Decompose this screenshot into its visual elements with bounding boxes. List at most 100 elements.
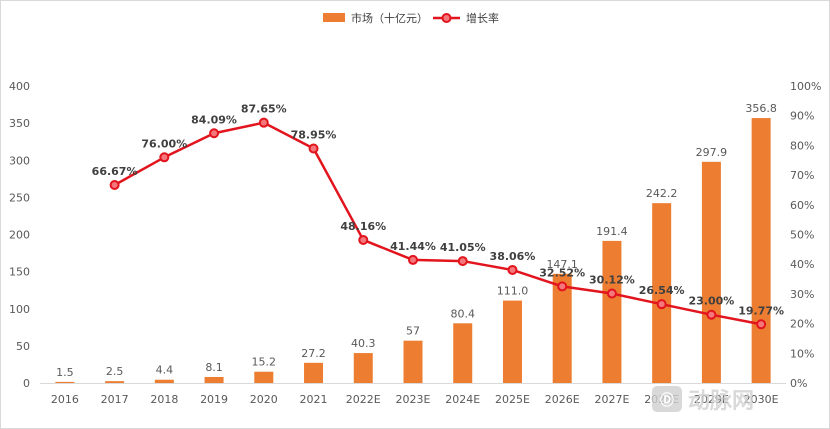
left-tick-label: 100 [9,303,30,316]
x-tick-label: 2030E [744,393,779,406]
bar-value-label: 147.1 [546,258,578,271]
growth-point [159,152,170,163]
bar-value-label: 297.9 [696,146,728,159]
x-tick-label: 2026E [545,393,580,406]
x-tick-label: 2022E [346,393,381,406]
right-tick-label: 0% [790,377,807,390]
bar-value-label: 111.0 [497,285,529,298]
bar [403,340,423,383]
growth-point [756,319,767,330]
right-axis: 0% 10% 20% 30% 40% 50% 60% 70% 80% 90% 100% [790,80,821,390]
bar-value-label: 15.2 [252,356,277,369]
growth-value-label: 26.54% [639,284,685,297]
left-tick-label: 150 [9,266,30,279]
bar-value-label: 191.4 [596,225,628,238]
watermark: Ⓓ 动脉网 [652,386,754,414]
watermark-logo-icon [652,386,682,412]
growth-point [557,281,568,292]
left-tick-label: 300 [9,154,30,167]
growth-value-label: 84.09% [191,113,237,126]
bar-value-label: 80.4 [450,307,475,320]
right-tick-label: 60% [790,199,814,212]
growth-value-label: 23.00% [688,295,734,308]
growth-value-label: 41.44% [390,240,436,253]
growth-point [209,128,220,139]
growth-point [358,234,369,245]
x-tick-label: 2020 [250,393,278,406]
bar [453,323,473,383]
growth-point [656,299,667,310]
growth-value-label: 38.06% [490,250,536,263]
bar-value-label: 242.2 [646,187,678,200]
bar [701,161,721,383]
bar [353,353,373,383]
legend-line-marker [441,13,452,23]
growth-value-label: 66.67% [92,165,138,178]
growth-point [308,143,319,154]
growth-value-label: 78.95% [291,129,337,142]
x-tick-label: 2024E [445,393,480,406]
right-tick-label: 80% [790,139,814,152]
x-tick-label: 2018 [150,393,178,406]
x-tick-label: 2017 [101,393,129,406]
growth-point [408,254,418,265]
left-tick-label: 200 [9,229,30,242]
right-tick-label: 90% [790,110,814,123]
growth-point [258,117,269,128]
x-tick-label: 2029E [694,393,729,406]
bar [105,381,125,383]
bar-value-label: 8.1 [205,361,223,374]
bar [55,381,75,383]
growth-value-label: 48.16% [340,220,386,233]
x-tick-label: 2027E [594,393,629,406]
bar-series [55,118,771,384]
x-tick-label: 2019 [200,393,228,406]
growth-line-series: 66.67% 76.00% 84.09% 87.65% 78.95% 48.16% 41.4… [92,103,784,330]
legend-bar-label: 市场（十亿元） [351,11,428,25]
bar-data-labels: 1.5 2.5 4.4 8.1 15.2 27.2 40.3 57 80.4 111.0 147.1… [56,102,777,379]
growth-value-label: 19.77% [738,304,784,317]
watermark-logo-glyph: Ⓓ [660,392,674,409]
legend: 市场（十亿元） 增长率 [323,11,499,25]
bar [254,371,274,383]
left-tick-label: 50 [16,340,30,353]
legend-line-label: 增长率 [466,11,499,25]
growth-point [606,288,617,299]
bar [652,203,672,383]
left-tick-label: 350 [9,117,30,130]
bar [204,376,224,383]
right-tick-label: 50% [790,229,814,242]
bar [751,118,771,384]
bar-value-label: 2.5 [106,365,124,378]
right-tick-label: 10% [790,347,814,360]
bar [502,300,522,383]
left-tick-label: 0 [23,377,30,390]
bar-value-label: 27.2 [301,347,326,360]
bar-value-label: 356.8 [745,102,777,115]
right-tick-label: 20% [790,318,814,331]
growth-value-label: 30.12% [589,274,635,287]
growth-value-label: 41.05% [440,241,486,254]
left-tick-label: 400 [9,80,30,93]
x-tick-label: 2021 [300,393,328,406]
bar-value-label: 4.4 [156,364,174,377]
bar [304,362,324,383]
growth-value-label: 76.00% [141,137,187,150]
growth-point [457,256,468,267]
x-tick-label: 2016 [51,393,79,406]
growth-value-label: 87.65% [241,103,287,116]
bar-value-label: 40.3 [351,337,376,350]
x-tick-label: 2025E [495,393,530,406]
growth-point [507,264,518,275]
bar [602,240,622,383]
watermark-text: 动脉网 [688,389,754,414]
left-axis: 0 50 100 150 200 250 300 350 400 [9,80,30,390]
right-tick-label: 100% [790,80,821,93]
right-tick-label: 30% [790,288,814,301]
growth-point [109,179,120,190]
legend-bar-swatch [323,13,345,22]
left-tick-label: 250 [9,191,30,204]
right-tick-label: 40% [790,258,814,271]
